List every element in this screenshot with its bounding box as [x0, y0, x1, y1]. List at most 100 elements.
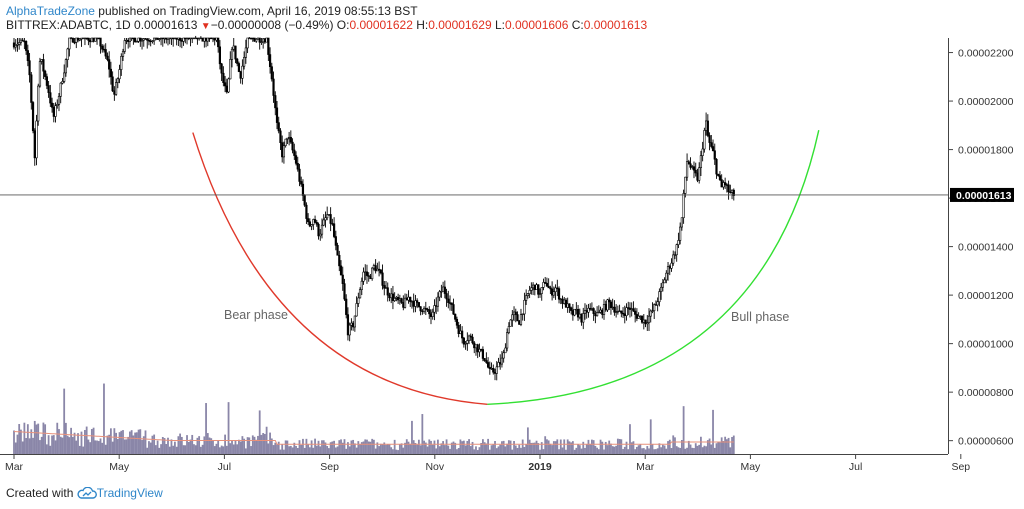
volume-bar: [28, 438, 31, 454]
volume-bar: [641, 448, 643, 454]
candle-body: [23, 40, 26, 43]
volume-bar: [720, 437, 723, 454]
volume-bar: [540, 442, 543, 454]
volume-bar: [428, 439, 431, 454]
volume-bar: [577, 444, 579, 454]
candle-body: [177, 37, 180, 40]
candle-body: [298, 168, 301, 182]
author-link[interactable]: AlphaTradeZone: [6, 4, 95, 18]
volume-bar: [359, 444, 361, 454]
candle-body: [381, 272, 384, 286]
volume-bar: [14, 442, 17, 454]
candle-body: [173, 37, 177, 40]
volume-bar: [525, 444, 528, 454]
volume-bar: [440, 443, 443, 454]
candle-body: [326, 214, 329, 219]
candle-body: [286, 137, 289, 140]
volume-bar: [634, 449, 637, 454]
time-axis[interactable]: Mar May Jul Sep Nov 2019 Mar May Jul Sep: [0, 454, 970, 473]
volume-bar: [167, 437, 169, 454]
time-tick-label: Sep: [320, 461, 339, 473]
volume-bar: [160, 444, 162, 454]
candle-body: [82, 37, 85, 40]
volume-bar: [151, 435, 154, 454]
volume-bar: [260, 434, 263, 454]
candle-body: [644, 319, 647, 325]
candle-body: [343, 283, 346, 300]
volume-bar: [419, 445, 422, 454]
candle-body: [490, 368, 493, 370]
price-axis[interactable]: 0.000022000.000020000.000018000.00001600…: [948, 38, 1014, 454]
volume-bar: [196, 437, 199, 454]
price-axis-ticks: 0.000022000.000020000.000018000.00001600…: [948, 48, 1014, 448]
candle-body: [402, 302, 405, 308]
volume-bar: [281, 444, 284, 454]
candle-body: [466, 340, 469, 344]
volume-bar: [341, 442, 344, 454]
candle-body: [18, 42, 21, 45]
candle-body: [578, 313, 581, 318]
volume-bar: [443, 445, 446, 454]
volume-bar: [649, 419, 652, 454]
volume-bar: [75, 440, 78, 454]
volume-bar: [352, 439, 355, 454]
volume-bar: [324, 442, 327, 454]
candle-body: [531, 284, 535, 289]
volume-bar: [58, 429, 60, 454]
volume-bar: [179, 433, 182, 454]
candle-body: [616, 311, 619, 313]
candle-body: [215, 37, 218, 41]
candle-body: [431, 311, 434, 317]
volume-bar: [23, 422, 26, 454]
volume-bar: [509, 440, 512, 454]
tradingview-brand[interactable]: TradingView: [96, 486, 163, 500]
volume-bar: [217, 440, 220, 454]
candle-body: [504, 347, 507, 354]
volume-bar: [644, 449, 647, 454]
candle-body: [672, 254, 675, 264]
plot-area[interactable]: Bear phase Bull phase: [0, 35, 948, 454]
volume-bar: [497, 446, 500, 454]
candle-body: [393, 298, 396, 301]
candle-body: [519, 314, 523, 325]
candle-body: [127, 39, 130, 42]
candle-body: [346, 314, 350, 336]
volume-bar: [59, 436, 62, 454]
volume-bar: [222, 446, 225, 454]
candle-body: [153, 37, 156, 42]
candle-body: [587, 307, 590, 313]
volume-bar: [397, 450, 400, 454]
volume-bar: [175, 446, 178, 454]
candle-body: [282, 145, 286, 158]
volume-bar: [575, 447, 578, 454]
candle-body: [718, 175, 722, 180]
candle-body: [540, 287, 543, 294]
price-tick-label: 0.00002000: [958, 96, 1014, 108]
volume-bar: [713, 447, 716, 454]
volume-bar: [213, 446, 216, 454]
volume-bar: [194, 445, 197, 454]
candle-body: [606, 299, 609, 311]
volume-bar: [533, 442, 536, 454]
candle-body: [99, 37, 102, 47]
volume-bar: [487, 438, 489, 454]
down-arrow-icon: ▼: [200, 21, 211, 32]
volume-bar: [502, 440, 505, 454]
volume-bar: [608, 440, 611, 454]
candle-body: [417, 302, 420, 307]
candle-body: [364, 271, 367, 273]
candle-body: [149, 40, 152, 43]
candle-body: [628, 307, 632, 310]
candle-body: [185, 37, 189, 40]
volume-bar: [471, 441, 474, 454]
candle-body: [172, 37, 175, 40]
volume-bar: [537, 443, 540, 454]
candle-body: [211, 37, 215, 40]
candle-body: [590, 308, 594, 310]
candle-body: [294, 155, 298, 164]
volume-bar: [305, 438, 308, 454]
candle-body: [502, 352, 505, 359]
volume-bar: [186, 435, 188, 454]
volume-bar: [148, 441, 150, 454]
